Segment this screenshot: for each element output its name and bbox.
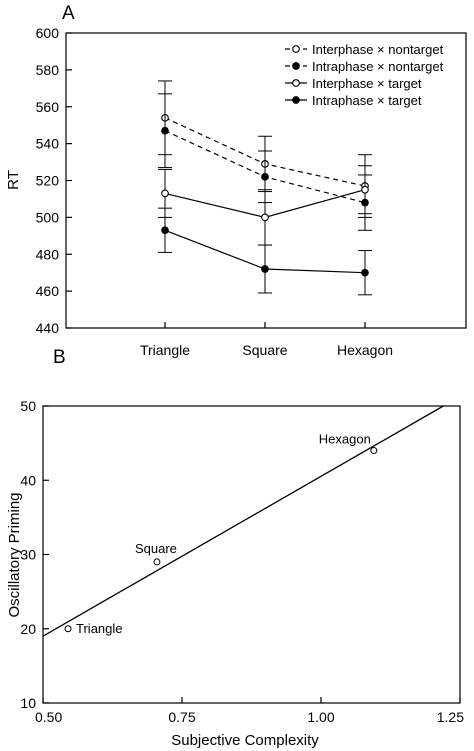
data-point bbox=[261, 172, 269, 181]
panel-a-y-tick-label: 580 bbox=[36, 62, 60, 78]
panel-b-x-tick-label: 0.50 bbox=[35, 709, 62, 725]
scatter-point bbox=[370, 447, 378, 455]
panel-b-x-tick-label: 1.25 bbox=[437, 709, 464, 725]
panel-b-y-tick-label: 40 bbox=[20, 472, 36, 488]
panel-b: B Oscillatory Priming Subjective Complex… bbox=[6, 347, 464, 749]
data-point bbox=[161, 126, 169, 135]
panel-b-y-axis: 10 20 30 40 50 bbox=[20, 398, 49, 711]
panel-a-legend: Interphase × nontarget Intraphase × nonta… bbox=[285, 42, 444, 108]
panel-a-x-tick-label-square: Square bbox=[242, 342, 287, 358]
panel-b-x-axis: 0.50 0.75 1.00 1.25 bbox=[35, 697, 464, 725]
panel-a-y-tick-label: 480 bbox=[36, 246, 60, 262]
data-point bbox=[161, 226, 169, 235]
panel-a-y-tick-label: 600 bbox=[36, 25, 60, 41]
panel-a-y-axis-title: RT bbox=[5, 170, 22, 190]
data-point bbox=[261, 265, 269, 273]
panel-a-letter: A bbox=[62, 3, 75, 24]
legend-label-interphase-nontarget: Interphase × nontarget bbox=[312, 42, 444, 57]
legend-marker bbox=[292, 45, 300, 53]
legend-marker bbox=[292, 96, 300, 104]
panel-a-y-tick-label: 560 bbox=[36, 99, 60, 115]
legend-label-interphase-target: Interphase × target bbox=[312, 76, 422, 91]
point-square: Square bbox=[135, 541, 177, 566]
panel-a: A RT 440 460 480 500 520 540 560 580 600 Triangl… bbox=[5, 3, 467, 358]
point-label-triangle: Triangle bbox=[76, 621, 122, 636]
legend-label-intraphase-target: Intraphase × target bbox=[312, 93, 422, 108]
panel-a-y-tick-label: 460 bbox=[36, 283, 60, 299]
panel-a-series-group bbox=[158, 80, 372, 296]
scatter-point bbox=[64, 625, 72, 633]
legend-marker bbox=[292, 62, 300, 70]
panel-a-x-tick-label-triangle: Triangle bbox=[140, 342, 190, 358]
legend-label-intraphase-nontarget: Intraphase × nontarget bbox=[312, 59, 444, 74]
panel-b-y-tick-label: 50 bbox=[20, 398, 36, 414]
panel-a-x-tick-label-hexagon: Hexagon bbox=[337, 342, 393, 358]
panel-b-x-tick-label: 1.00 bbox=[307, 709, 334, 725]
panel-a-x-axis: Triangle Square Hexagon bbox=[140, 322, 393, 358]
panel-b-x-axis-title: Subjective Complexity bbox=[171, 732, 319, 749]
point-hexagon: Hexagon bbox=[319, 432, 378, 455]
panel-b-y-tick-label: 30 bbox=[20, 547, 36, 563]
point-triangle: Triangle bbox=[64, 621, 123, 636]
legend-marker bbox=[292, 79, 300, 87]
series-intraphase-target bbox=[158, 207, 372, 296]
panel-b-y-tick-label: 10 bbox=[20, 695, 36, 711]
point-label-hexagon: Hexagon bbox=[319, 432, 371, 447]
panel-b-fit-group bbox=[42, 405, 444, 637]
panel-a-y-tick-label: 440 bbox=[36, 320, 60, 336]
data-point bbox=[261, 213, 269, 222]
panel-b-plot-frame bbox=[42, 405, 461, 704]
regression-line bbox=[42, 405, 444, 637]
data-point bbox=[161, 189, 169, 198]
panel-b-x-tick-label: 0.75 bbox=[168, 709, 195, 725]
panel-a-y-tick-label: 500 bbox=[36, 209, 60, 225]
data-point bbox=[361, 185, 369, 194]
panel-b-y-tick-label: 20 bbox=[20, 621, 36, 637]
panel-b-y-axis-title: Oscillatory Priming bbox=[6, 492, 23, 617]
panel-a-y-tick-label: 520 bbox=[36, 173, 60, 189]
scatter-point bbox=[153, 558, 161, 566]
panel-a-y-axis: 440 460 480 500 520 540 560 580 600 bbox=[36, 25, 72, 336]
point-label-square: Square bbox=[135, 541, 177, 556]
panel-b-letter: B bbox=[53, 347, 66, 368]
panel-a-y-tick-label: 540 bbox=[36, 136, 60, 152]
panel-b-points-group: Triangle Square Hexagon bbox=[64, 432, 378, 636]
data-point bbox=[361, 268, 369, 277]
